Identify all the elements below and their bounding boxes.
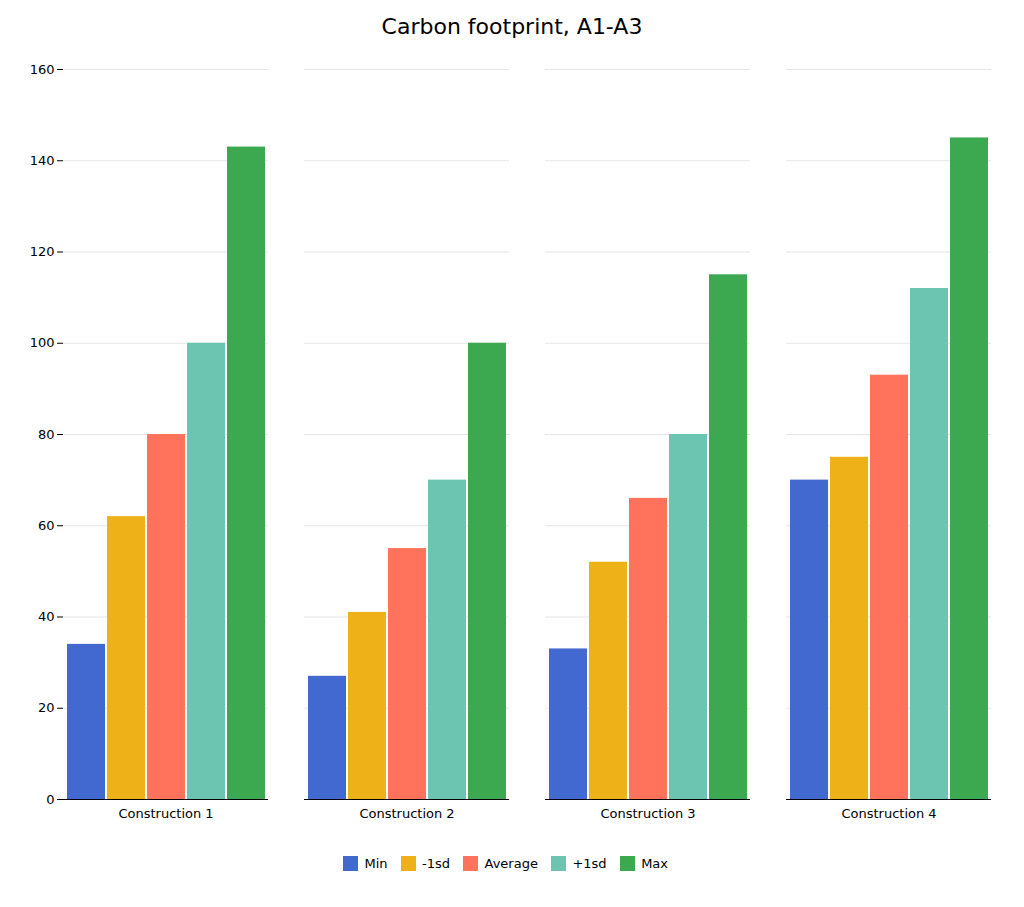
svg-text:160: 160 <box>30 62 55 77</box>
html-text:-1sd: -1sd <box>422 856 450 871</box>
html-text:+1sd: +1sd <box>572 856 607 871</box>
html-text:Min: Min <box>364 856 388 871</box>
svg-text:0: 0 <box>46 792 54 807</box>
svg-text:Construction 4: Construction 4 <box>841 806 936 821</box>
html-text:Carbon footprint, A1-A3: Carbon footprint, A1-A3 <box>381 14 643 39</box>
svg-text:Construction 2: Construction 2 <box>359 806 454 821</box>
svg-text:100: 100 <box>30 335 55 350</box>
html-text:Max: Max <box>641 856 668 871</box>
svg-text:Construction 1: Construction 1 <box>118 806 213 821</box>
svg-text:120: 120 <box>30 244 55 259</box>
html-text:Average: Average <box>484 856 538 871</box>
svg-text:Construction 3: Construction 3 <box>600 806 695 821</box>
svg-text:140: 140 <box>30 153 55 168</box>
svg-text:40: 40 <box>38 609 55 624</box>
svg-text:60: 60 <box>38 518 55 533</box>
svg-text:80: 80 <box>38 427 55 442</box>
svg-text:20: 20 <box>38 700 55 715</box>
